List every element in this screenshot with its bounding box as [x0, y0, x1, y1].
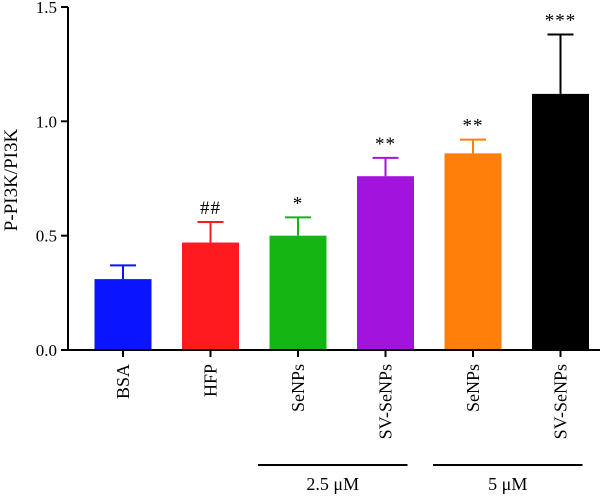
x-tick-label: HFP — [201, 364, 221, 397]
bar — [444, 153, 502, 350]
bar — [357, 176, 414, 350]
y-axis-label: P-PI3K/PI3K — [1, 129, 22, 232]
axes-layer — [61, 6, 600, 466]
y-tick-label: 1.0 — [36, 112, 57, 131]
significance-label: ** — [463, 116, 484, 137]
bar — [269, 235, 327, 350]
y-tick-label: 0.0 — [36, 341, 57, 360]
group-label: 2.5 μM — [306, 474, 359, 494]
significance-label: ** — [375, 134, 396, 155]
bars-layer — [94, 33, 589, 350]
labels-layer: BSA ## HFP * SeNPs ** SV-SeNPs ** SeNPs *** SV-SeN… — [36, 0, 577, 494]
group-label: 5 μM — [488, 474, 527, 494]
significance-label: * — [293, 193, 304, 214]
x-tick-label: SeNPs — [463, 364, 483, 412]
x-tick-label: SV-SeNPs — [376, 364, 396, 439]
significance-label: ## — [200, 198, 221, 219]
y-tick-label: 0.5 — [36, 227, 57, 246]
x-tick-label: SeNPs — [288, 364, 308, 412]
bar — [94, 279, 152, 350]
bar — [182, 242, 239, 350]
significance-label: *** — [545, 10, 577, 31]
x-tick-label: SV-SeNPs — [551, 364, 571, 439]
x-tick-label: BSA — [113, 364, 133, 399]
bar — [532, 93, 589, 350]
y-tick-label: 1.5 — [36, 0, 57, 17]
